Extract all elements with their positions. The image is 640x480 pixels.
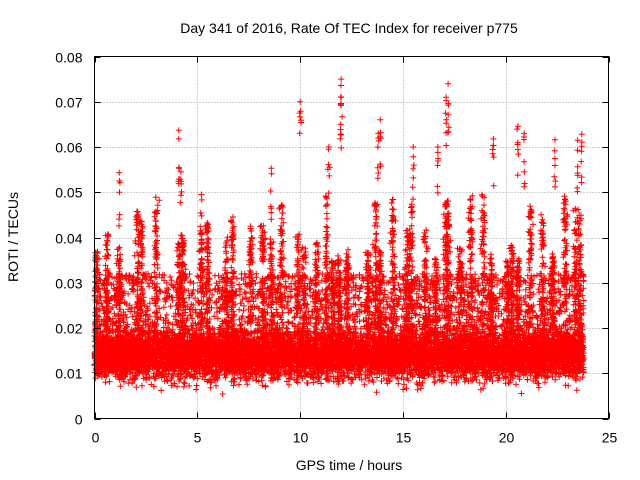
x-tick-label: 10 xyxy=(293,430,309,446)
y-tick-label: 0.03 xyxy=(55,276,82,292)
chart-title: Day 341 of 2016, Rate Of TEC Index for r… xyxy=(180,20,518,36)
y-tick-label: 0.06 xyxy=(55,140,82,156)
y-tick-label: 0.05 xyxy=(55,185,82,201)
plot-frame xyxy=(94,56,609,419)
x-tick-label: 0 xyxy=(92,430,100,446)
y-tick-label: 0.04 xyxy=(55,231,82,247)
x-tick-label: 5 xyxy=(194,430,202,446)
x-tick-labels: 0 5 10 15 20 25 xyxy=(92,430,618,446)
y-tick-label: 0.02 xyxy=(55,321,82,337)
x-axis-label: GPS time / hours xyxy=(296,457,403,473)
data-points xyxy=(91,76,587,397)
y-axis-label: ROTI / TECUs xyxy=(5,192,21,282)
roti-series-markers xyxy=(91,76,587,397)
y-tick-labels: 0 0.01 0.02 0.03 0.04 0.05 0.06 0.07 0.08 xyxy=(55,50,82,428)
x-tick-label: 20 xyxy=(499,430,515,446)
y-tick-label: 0.07 xyxy=(55,95,82,111)
y-tick-label: 0.01 xyxy=(55,366,82,382)
x-tick-label: 15 xyxy=(396,430,412,446)
x-tick-label: 25 xyxy=(602,430,618,446)
y-tick-label: 0 xyxy=(75,412,83,428)
axis-ticks xyxy=(94,56,610,420)
y-tick-label: 0.08 xyxy=(55,50,82,66)
